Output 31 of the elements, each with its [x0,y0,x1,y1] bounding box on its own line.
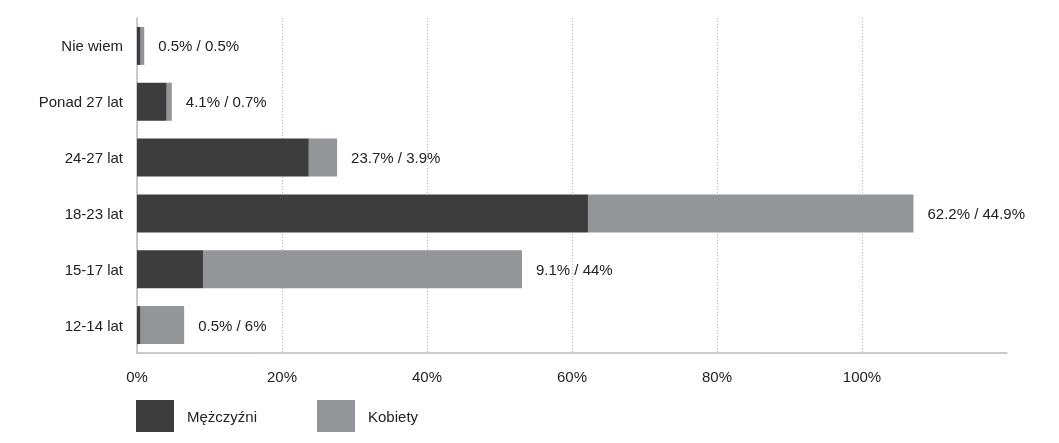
bar [587,194,914,233]
bar [202,250,522,289]
x-tick-label: 100% [842,368,882,385]
x-tick-label: 80% [701,368,733,385]
bar [166,82,172,121]
y-tick-label: Ponad 27 lat [38,93,124,111]
bar [140,306,185,345]
y-tick-label: 12-14 lat [64,316,124,334]
total-label: 4.1% / 0.7% [185,93,267,111]
y-tick-label: Nie wiem [61,37,123,55]
bar [137,250,203,289]
bar [137,138,309,177]
bar [308,138,338,177]
bar [137,26,141,65]
bar [137,194,588,233]
x-tick-label: 60% [556,368,588,385]
bar [137,82,167,121]
x-tick-label: 20% [266,368,298,385]
total-label: 0.5% / 0.5% [158,37,240,55]
x-tick-label: 0% [126,368,148,385]
bar [137,306,141,345]
total-label: 0.5% / 6% [198,316,267,334]
total-label: 62.2% / 44.9% [927,204,1026,222]
total-label: 9.1% / 44% [535,260,613,278]
total-label: 23.7% / 3.9% [351,149,441,167]
y-tick-label: 24-27 lat [64,149,124,167]
y-tick-label: 18-23 lat [64,204,124,222]
legend-label: Kobiety [368,407,419,425]
x-tick-label: 40% [411,368,443,385]
y-tick-label: 15-17 lat [64,260,124,278]
legend-label: Mężczyźni [187,407,258,425]
